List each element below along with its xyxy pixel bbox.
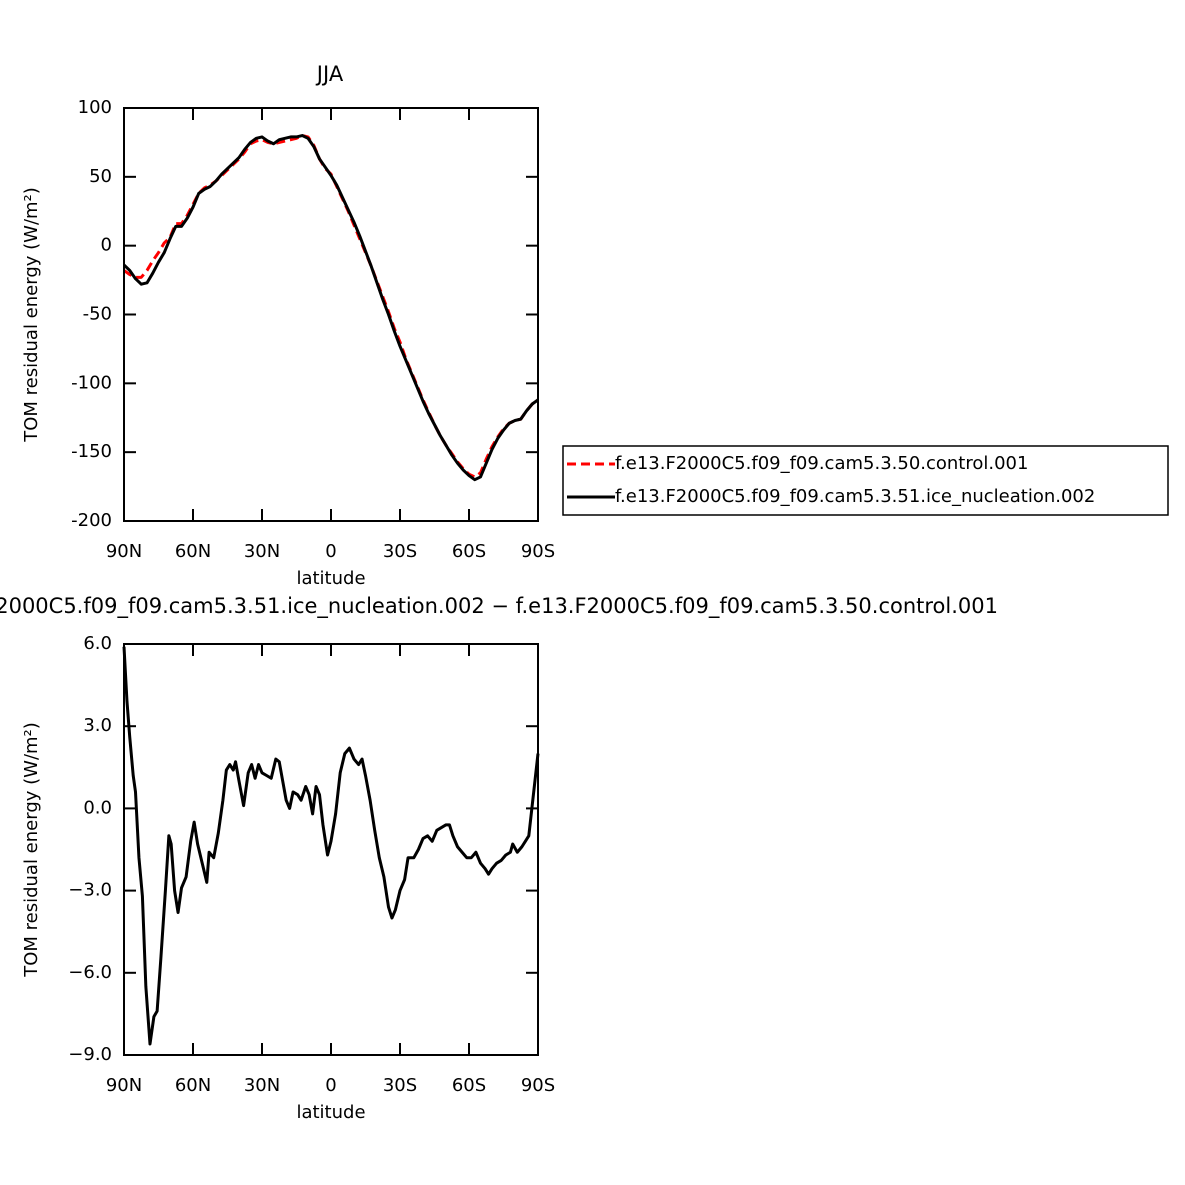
x-tick-label: 90N [106,1075,142,1096]
x-tick-label: 90S [521,1075,555,1096]
y-axis-label: TOM residual energy (W/m²) [21,187,42,443]
plot-frame [123,107,539,522]
x-tick-label: 30N [244,541,280,562]
data-line [123,134,539,479]
y-tick-label: 6.0 [83,633,112,654]
legend-box [562,445,1169,516]
data-line [122,646,540,1046]
y-tick-label: -50 [83,304,112,325]
chart-title: JJA [315,62,344,86]
x-tick-label: 30N [244,1075,280,1096]
x-tick-label: 30S [383,541,417,562]
y-tick-label: 50 [89,166,112,187]
y-tick-label: 0 [101,235,112,256]
y-tick-label: -100 [71,372,112,393]
x-tick-label: 60N [175,1075,211,1096]
x-tick-label: 0 [325,1075,336,1096]
y-tick-label: −6.0 [68,962,112,983]
y-tick-label: 0.0 [83,797,112,818]
x-tick-label: 90N [106,541,142,562]
y-tick-label: −3.0 [68,880,112,901]
legend-label: f.e13.F2000C5.f09_f09.cam5.3.50.control.… [615,453,1028,474]
y-tick-label: 3.0 [83,715,112,736]
plot-frame [123,643,539,1056]
x-axis-label: latitude [296,568,365,589]
x-tick-label: 60N [175,541,211,562]
y-tick-label: 100 [78,97,112,118]
y-axis-label: TOM residual energy (W/m²) [21,722,42,978]
x-axis-label: latitude [296,1102,365,1123]
y-tick-label: -200 [71,510,112,531]
x-tick-label: 0 [325,541,336,562]
data-line [122,134,539,482]
x-tick-label: 90S [521,541,555,562]
chart-title: f.e13.F2000C5.f09_f09.cam5.3.51.ice_nucl… [0,594,998,619]
x-tick-label: 30S [383,1075,417,1096]
y-tick-label: -150 [71,441,112,462]
x-tick-label: 60S [452,541,486,562]
y-tick-label: −9.0 [68,1044,112,1065]
legend-label: f.e13.F2000C5.f09_f09.cam5.3.51.ice_nucl… [615,486,1095,507]
x-tick-label: 60S [452,1075,486,1096]
